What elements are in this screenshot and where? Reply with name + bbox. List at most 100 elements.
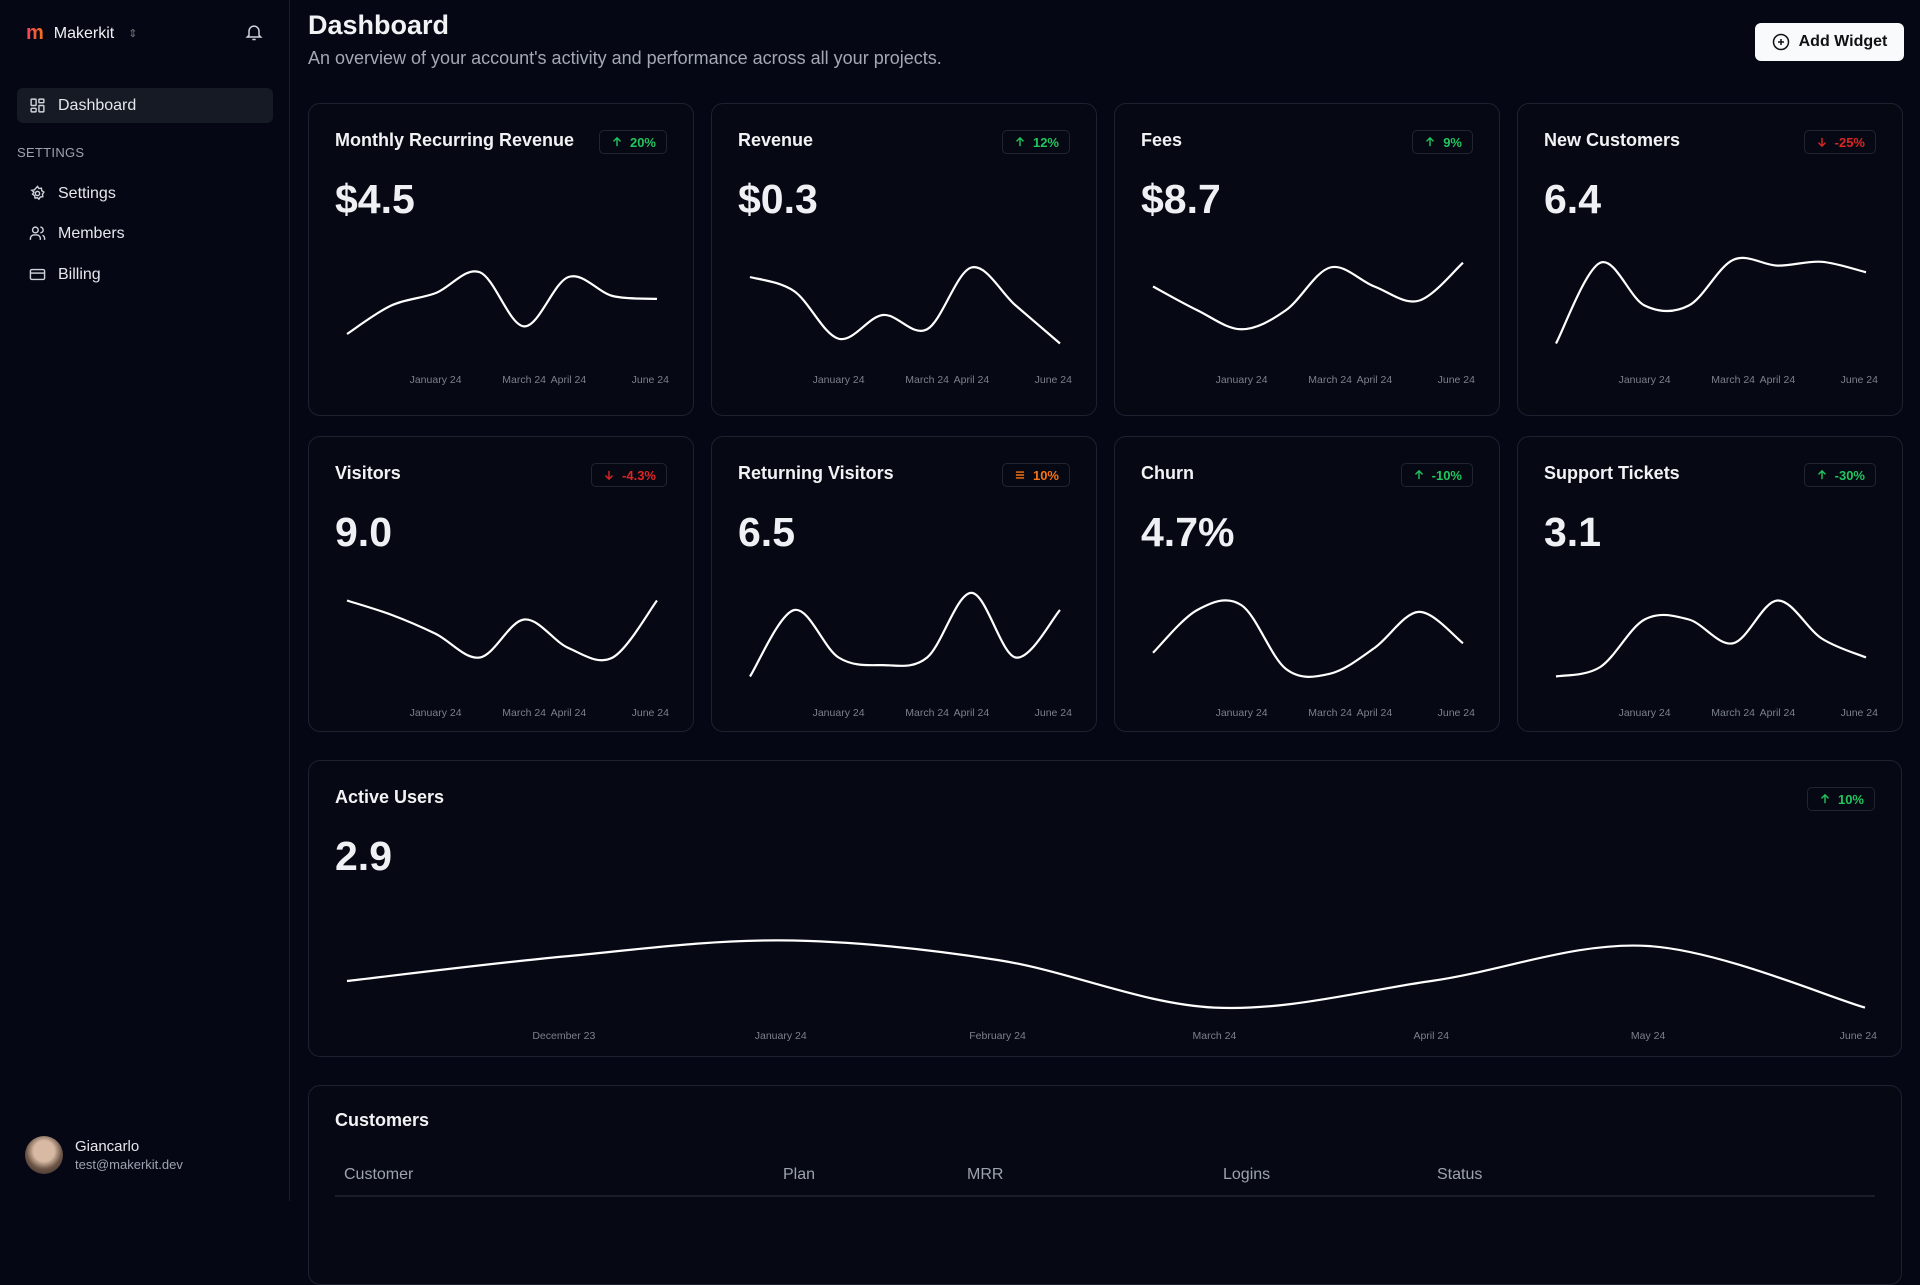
- x-tick-label: January 24: [1619, 707, 1671, 719]
- metric-value: 6.5: [738, 509, 795, 555]
- metric-value: 2.9: [335, 833, 392, 879]
- trend-value: -10%: [1431, 467, 1462, 483]
- x-tick-label: June 24: [1438, 707, 1475, 719]
- plus-circle-icon: [1772, 33, 1789, 51]
- column-header-plan[interactable]: Plan: [783, 1166, 816, 1183]
- series-line: [749, 266, 1061, 345]
- sidebar-item-members[interactable]: Members: [17, 216, 273, 251]
- card-title: Revenue: [738, 130, 814, 150]
- column-header-mrr[interactable]: MRR: [967, 1166, 1004, 1183]
- account-switcher[interactable]: m Makerkit ⇕: [26, 22, 137, 45]
- column-header-status[interactable]: Status: [1437, 1166, 1483, 1183]
- x-tick-label: April 24: [1357, 707, 1393, 719]
- x-tick-label: March 24: [1711, 374, 1755, 386]
- series-line: [346, 270, 658, 335]
- line-chart: December 23 January 24 February 24 March 24…: [346, 939, 1877, 1042]
- trend-value: -25%: [1834, 134, 1865, 150]
- trend-value: 9%: [1443, 134, 1462, 150]
- page-subtitle: An overview of your account's activity a…: [308, 48, 942, 68]
- arrow-up-icon: [1414, 469, 1423, 480]
- dashboard-grid-icon: [30, 98, 45, 113]
- arrow-up-icon: [1817, 469, 1826, 480]
- line-chart: January 24 March 24 April 24 June 24: [1152, 599, 1475, 719]
- bell-icon[interactable]: [244, 22, 264, 42]
- x-tick-label: June 24: [1840, 1030, 1877, 1042]
- metric-card-returning-visitors: Returning Visitors 10% 6.5 January 24 Marc…: [711, 436, 1097, 732]
- customers-card: Customers Customer Plan MRR Logins Statu…: [308, 1085, 1902, 1285]
- credit-card-icon: [29, 268, 46, 281]
- card-title: Returning Visitors: [738, 463, 894, 483]
- x-tick-label: March 24: [1308, 707, 1352, 719]
- x-tick-label: January 24: [813, 374, 865, 386]
- arrow-up-icon: [1426, 136, 1435, 147]
- column-header-customer[interactable]: Customer: [344, 1166, 414, 1183]
- x-tick-label: June 24: [632, 707, 669, 719]
- x-tick-label: June 24: [1841, 707, 1878, 719]
- x-tick-label: March 24: [502, 707, 546, 719]
- x-tick-label: January 24: [755, 1030, 807, 1042]
- sidebar-item-settings[interactable]: Settings: [17, 176, 273, 211]
- line-chart: January 24 March 24 April 24 June 24: [749, 266, 1072, 386]
- metric-card-churn: Churn -10% 4.7% January 24 March 24 April 2…: [1114, 436, 1500, 732]
- sidebar-item-dashboard[interactable]: Dashboard: [17, 88, 273, 123]
- sidebar-item-billing[interactable]: Billing: [17, 257, 273, 292]
- x-tick-label: January 24: [813, 707, 865, 719]
- settings-section-label: SETTINGS: [17, 145, 85, 160]
- series-line: [749, 591, 1061, 678]
- add-widget-button[interactable]: Add Widget: [1755, 23, 1904, 61]
- user-email: test@makerkit.dev: [75, 1157, 183, 1172]
- card-title: Churn: [1141, 463, 1194, 483]
- trend-value: 20%: [629, 134, 656, 150]
- x-tick-label: January 24: [1216, 374, 1268, 386]
- x-tick-label: January 24: [410, 707, 462, 719]
- metric-value: 9.0: [335, 509, 392, 555]
- trend-badge: 20%: [598, 130, 667, 154]
- metric-value: 6.4: [1544, 176, 1601, 222]
- series-line: [1152, 599, 1464, 678]
- x-tick-label: March 24: [502, 374, 546, 386]
- x-tick-label: April 24: [1357, 374, 1393, 386]
- gear-icon: [30, 185, 45, 201]
- customers-title: Customers: [335, 1110, 430, 1130]
- card-title: Monthly Recurring Revenue: [335, 130, 575, 150]
- arrow-up-icon: [1820, 793, 1829, 804]
- card-title: New Customers: [1544, 130, 1681, 150]
- x-tick-label: June 24: [1035, 707, 1072, 719]
- column-header-logins[interactable]: Logins: [1223, 1166, 1271, 1183]
- metric-card-new-customers: New Customers -25% 6.4 January 24 March 24…: [1517, 103, 1903, 416]
- x-tick-label: June 24: [1841, 374, 1878, 386]
- card-title: Fees: [1141, 130, 1183, 150]
- trend-badge: -25%: [1803, 130, 1876, 154]
- series-line: [346, 599, 658, 662]
- x-tick-label: January 24: [410, 374, 462, 386]
- metric-value: $4.5: [335, 176, 415, 222]
- users-icon: [29, 226, 46, 240]
- trend-badge: 12%: [1001, 130, 1070, 154]
- trend-badge: -4.3%: [591, 463, 667, 487]
- sidebar-item-label: Billing: [58, 265, 101, 283]
- x-tick-label: January 24: [1619, 374, 1671, 386]
- x-tick-label: June 24: [1438, 374, 1475, 386]
- arrow-down-icon: [605, 470, 614, 481]
- trend-badge: -30%: [1803, 463, 1876, 487]
- trend-value: -30%: [1834, 467, 1865, 483]
- x-tick-label: June 24: [632, 374, 669, 386]
- user-profile[interactable]: Giancarlo test@makerkit.dev: [25, 1136, 183, 1174]
- x-tick-label: March 24: [905, 374, 949, 386]
- add-widget-label: Add Widget: [1798, 33, 1888, 50]
- sidebar-item-label: Dashboard: [58, 96, 137, 114]
- trend-value: -4.3%: [622, 467, 656, 483]
- series-line: [346, 939, 1866, 1010]
- x-tick-label: March 24: [1308, 374, 1352, 386]
- metric-value: $0.3: [738, 176, 818, 222]
- avatar: [25, 1136, 63, 1174]
- x-tick-label: April 24: [1760, 374, 1796, 386]
- x-tick-label: May 24: [1631, 1030, 1666, 1042]
- chevron-up-down-icon: ⇕: [128, 28, 138, 40]
- series-line: [1152, 261, 1464, 331]
- x-tick-label: April 24: [1413, 1030, 1449, 1042]
- line-chart: January 24 March 24 April 24 June 24: [1555, 599, 1878, 719]
- trend-value: 10%: [1032, 467, 1059, 483]
- user-name: Giancarlo: [75, 1138, 140, 1155]
- sidebar-item-label: Settings: [58, 184, 116, 202]
